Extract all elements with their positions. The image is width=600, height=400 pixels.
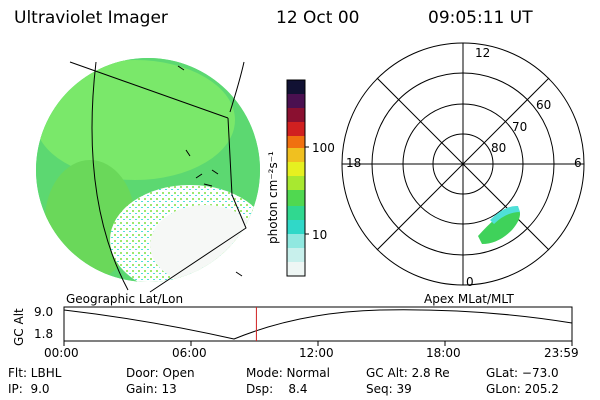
altitude-curve xyxy=(63,309,573,340)
dark-region xyxy=(150,205,260,282)
apex-label: Apex MLat/MLT xyxy=(424,292,514,306)
colorbar-tick-10: 10 xyxy=(312,228,328,242)
bright-band-upper xyxy=(36,60,235,180)
grid-line xyxy=(91,61,129,291)
lat-label-80: 80 xyxy=(491,141,507,155)
status-glat: GLat: −73.0 xyxy=(486,366,559,380)
time-tick: 23:59 xyxy=(544,346,579,360)
mlt-label-12: 12 xyxy=(475,46,491,60)
status-dsp: Dsp: 8.4 xyxy=(246,382,308,396)
status-ip: IP: 9.0 xyxy=(8,382,50,396)
lat-label-70: 70 xyxy=(512,120,528,134)
color-bar xyxy=(286,79,309,277)
grid-line xyxy=(69,61,229,119)
status-filter: Flt: LBHL xyxy=(8,366,62,380)
time-tick: 18:00 xyxy=(426,346,461,360)
altitude-frame xyxy=(63,306,573,342)
altitude-plot xyxy=(63,306,573,346)
altitude-ytick: 9.0 xyxy=(34,305,54,319)
geographic-label: Geographic Lat/Lon xyxy=(66,292,184,306)
status-gc-alt: GC Alt: 2.8 Re xyxy=(366,366,450,380)
grid-line xyxy=(229,61,245,113)
time-tick: 12:00 xyxy=(299,346,334,360)
aurora-edge xyxy=(490,205,520,224)
observation-time: 09:05:11 UT xyxy=(428,8,533,28)
status-door: Door: Open xyxy=(126,366,195,380)
time-tick: 00:00 xyxy=(44,346,79,360)
status-mode: Mode: Normal xyxy=(246,366,330,380)
uv-image-disk xyxy=(36,58,260,293)
colorbar-tick-100: 100 xyxy=(312,141,335,155)
instrument-title: Ultraviolet Imager xyxy=(14,8,168,28)
aurora-oval xyxy=(478,207,520,244)
lat-label-60: 60 xyxy=(536,98,552,112)
status-glon: GLon: 205.2 xyxy=(486,382,559,396)
mlt-label-6: 6 xyxy=(574,156,582,170)
mlt-label-0: 0 xyxy=(466,275,474,289)
time-tick: 06:00 xyxy=(172,346,207,360)
polar-axis xyxy=(376,77,550,251)
altitude-ytick: 1.8 xyxy=(34,327,54,341)
polar-plot xyxy=(341,42,585,286)
status-seq: Seq: 39 xyxy=(366,382,412,396)
coastline xyxy=(177,65,243,277)
mlt-label-18: 18 xyxy=(346,156,362,170)
colorbar-unit-label: photon cm⁻²s⁻¹ xyxy=(266,151,280,244)
status-gain: Gain: 13 xyxy=(126,382,177,396)
observation-date: 12 Oct 00 xyxy=(276,8,360,28)
altitude-ylabel: GC Alt xyxy=(12,308,26,346)
grid-line xyxy=(149,117,247,293)
